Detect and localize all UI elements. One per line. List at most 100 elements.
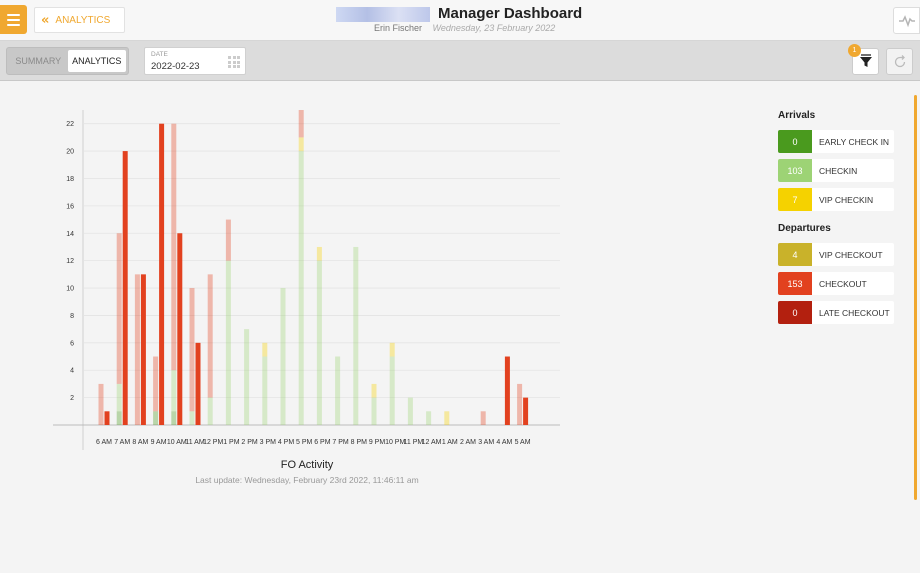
bar-segment-vip-checkin [298, 137, 304, 152]
x-tick-label: 6 PM [314, 439, 331, 446]
bar-segment-checkout [480, 411, 486, 425]
calendar-icon [228, 56, 240, 68]
y-tick-label: 16 [66, 203, 74, 210]
bar-segment-checkin [207, 397, 213, 425]
x-tick-label: 8 AM [132, 439, 148, 446]
hamburger-menu-button[interactable] [0, 5, 27, 34]
legend-swatch: 0 [778, 130, 812, 153]
bar-segment-checkout [177, 233, 183, 425]
menu-icon-line [7, 23, 20, 26]
bar-segment-checkin [353, 246, 359, 425]
page-subtitle: Erin Fischer Wednesday, 23 February 2022 [374, 23, 555, 33]
bar-segment-checkout [225, 219, 231, 261]
back-button-label: ANALYTICS [55, 14, 111, 26]
x-tick-label: 1 AM [442, 439, 458, 446]
x-tick-label: 8 PM [351, 439, 368, 446]
bar-segment-vip-checkin [389, 342, 395, 357]
bar-segment-checkout [298, 110, 304, 138]
bar-segment-checkin [244, 329, 250, 425]
menu-icon-line [7, 18, 20, 21]
y-tick-label: 20 [66, 149, 74, 156]
legend-item-vip-checkin[interactable]: 7 VIP CHECKIN [778, 188, 894, 211]
y-tick-label: 22 [66, 121, 74, 128]
header-date: Wednesday, 23 February 2022 [432, 23, 556, 33]
legend-item-late-checkout[interactable]: 0 LATE CHECKOUT [778, 301, 894, 324]
y-tick-label: 12 [66, 258, 74, 265]
date-label: DATE [151, 51, 168, 58]
bar-segment-checkout [523, 397, 529, 425]
bar-segment-checkin [426, 411, 432, 425]
bar-segment-checkout [104, 411, 110, 425]
bar-segment-vip-checkin [444, 411, 450, 425]
x-tick-label: 3 PM [260, 439, 277, 446]
bar-segment-checkout [140, 274, 146, 425]
bar-segment-checkin [225, 260, 231, 425]
bar-segment-checkout [153, 356, 159, 412]
bar-segment-vip-checkin [371, 383, 377, 398]
x-tick-label: 5 PM [296, 439, 313, 446]
bar-segment-checkout [207, 274, 213, 398]
legend-item-checkout[interactable]: 153 CHECKOUT [778, 272, 894, 295]
menu-icon-line [7, 13, 20, 16]
bar-segment-checkin [171, 370, 177, 412]
bar-segment-early-checkin [153, 411, 159, 425]
bar-segment-checkout [195, 342, 201, 425]
x-tick-label: 4 PM [278, 439, 295, 446]
x-tick-label: 7 PM [332, 439, 349, 446]
x-tick-label: 11 AM [185, 439, 204, 446]
app-header: « ANALYTICS Manager Dashboard Erin Fisch… [0, 0, 920, 41]
page-title: Manager Dashboard [438, 5, 583, 22]
activity-pulse-button[interactable] [893, 7, 920, 34]
bar-segment-checkin [116, 383, 122, 412]
bar-segment-checkout [134, 274, 140, 425]
filter-count-badge: 1 [848, 44, 861, 57]
date-picker[interactable]: DATE 2022-02-23 [144, 47, 246, 75]
legend-item-early-checkin[interactable]: 0 EARLY CHECK IN [778, 130, 894, 153]
bar-segment-checkout [517, 383, 523, 425]
date-value: 2022-02-23 [151, 61, 200, 72]
bar-segment-checkin [298, 151, 304, 425]
y-tick-label: 2 [70, 395, 74, 402]
back-to-analytics-button[interactable]: « ANALYTICS [34, 7, 125, 33]
refresh-button[interactable] [886, 48, 913, 75]
bar-segment-checkin [189, 411, 195, 425]
legend-swatch: 153 [778, 272, 812, 295]
legend-label: CHECKIN [819, 165, 858, 176]
vertical-scrollbar[interactable] [914, 95, 917, 500]
bar-segment-checkin [371, 397, 377, 425]
toolbar: SUMMARY ANALYTICS DATE 2022-02-23 1 [0, 41, 920, 81]
x-tick-label: 12 AM [422, 439, 442, 446]
bar-segment-checkin [280, 288, 286, 425]
bar-segment-early-checkin [116, 411, 122, 425]
departures-heading: Departures [778, 223, 831, 234]
x-tick-label: 9 PM [369, 439, 386, 446]
x-tick-label: 9 AM [151, 439, 167, 446]
bar-segment-checkout [159, 123, 165, 425]
bar-segment-checkin [335, 356, 341, 425]
bar-segment-checkin [407, 397, 413, 425]
bar-segment-checkin [316, 260, 322, 425]
y-tick-label: 8 [70, 313, 74, 320]
chart-last-update: Last update: Wednesday, February 23rd 20… [195, 475, 419, 485]
legend-item-vip-checkout[interactable]: 4 VIP CHECKOUT [778, 243, 894, 266]
x-tick-label: 7 AM [114, 439, 130, 446]
y-tick-label: 6 [70, 340, 74, 347]
bar-segment-vip-checkin [316, 246, 322, 261]
tab-summary[interactable]: SUMMARY [15, 56, 62, 66]
activity-pulse-icon [899, 15, 915, 28]
legend-swatch: 103 [778, 159, 812, 182]
tab-analytics[interactable]: ANALYTICS [67, 50, 126, 72]
bar-segment-checkout [122, 151, 128, 425]
x-tick-label: 10 PM [385, 439, 405, 446]
legend-item-checkin[interactable]: 103 CHECKIN [778, 159, 894, 182]
y-tick-label: 18 [66, 176, 74, 183]
y-tick-label: 14 [66, 231, 74, 238]
x-tick-label: 2 AM [460, 439, 476, 446]
bar-segment-checkout [504, 356, 510, 425]
legend-label: CHECKOUT [819, 278, 867, 289]
user-name: Erin Fischer [374, 23, 423, 33]
bar-segment-checkout [189, 288, 195, 412]
refresh-icon [894, 54, 905, 67]
x-tick-label: 10 AM [167, 439, 187, 446]
